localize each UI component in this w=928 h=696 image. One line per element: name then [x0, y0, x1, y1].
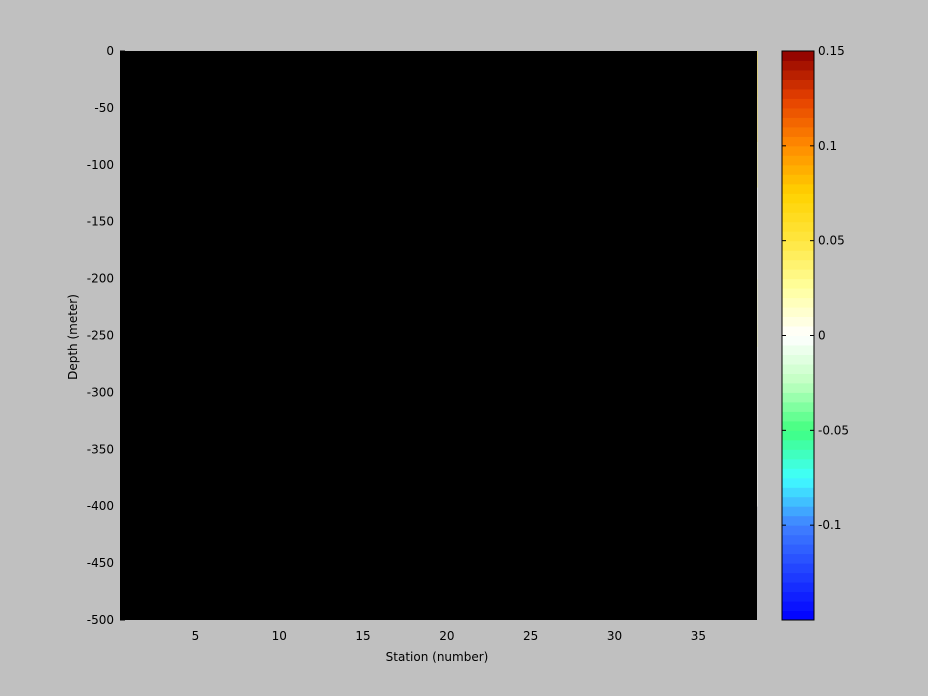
y-axis-label: Depth (meter) — [66, 294, 80, 380]
colorbar-segment — [782, 449, 814, 460]
colorbar-tick-label: 0.1 — [818, 139, 837, 153]
y-tick-label: -450 — [87, 556, 114, 570]
colorbar: 0.15 0.1 0.05 0 -0.05 -0.1 — [781, 44, 849, 621]
colorbar-segment — [782, 202, 814, 213]
colorbar-segment — [782, 335, 814, 346]
colorbar-segment — [782, 316, 814, 327]
x-tick-label: 15 — [355, 629, 370, 643]
colorbar-segment — [782, 60, 814, 71]
y-tick-label: -100 — [87, 158, 114, 172]
colorbar-segment — [782, 430, 814, 441]
colorbar-segment — [782, 164, 814, 175]
colorbar-segment — [782, 439, 814, 450]
colorbar-tick-label: 0.05 — [818, 234, 845, 248]
colorbar-segment — [782, 269, 814, 280]
colorbar-tick-label: 0 — [818, 329, 826, 343]
y-tick-label: -350 — [87, 442, 114, 456]
x-tick-label: 25 — [523, 629, 538, 643]
plot-background — [120, 51, 757, 620]
colorbar-segment — [782, 401, 814, 412]
colorbar-segment — [782, 250, 814, 261]
y-tick-label: -50 — [94, 101, 114, 115]
colorbar-segment — [782, 307, 814, 317]
colorbar-segment — [782, 240, 814, 251]
colorbar-segment — [782, 354, 814, 365]
colorbar-segment — [782, 117, 814, 128]
colorbar-segment — [782, 193, 814, 204]
colorbar-segment — [782, 582, 814, 593]
colorbar-segment — [782, 392, 814, 403]
colorbar-segment — [782, 288, 814, 299]
colorbar-segment — [782, 88, 814, 99]
colorbar-segment — [782, 553, 814, 564]
colorbar-segment — [782, 420, 814, 431]
y-tick-label: 0 — [106, 44, 114, 58]
colorbar-segment — [782, 382, 814, 393]
colorbar-segment — [782, 534, 814, 545]
colorbar-segment — [782, 496, 814, 507]
colorbar-segment — [782, 477, 814, 488]
x-tick-label: 5 — [192, 629, 200, 643]
colorbar-segment — [782, 145, 814, 156]
colorbar-segment — [782, 326, 814, 336]
colorbar-segment — [782, 468, 814, 479]
colorbar-segment — [782, 610, 814, 621]
colorbar-segment — [782, 544, 814, 555]
colorbar-segment — [782, 221, 814, 232]
x-tick-label: 35 — [691, 629, 706, 643]
colorbar-segment — [782, 563, 814, 574]
colorbar-segment — [782, 98, 814, 109]
colorbar-segment — [782, 373, 814, 384]
colorbar-segment — [782, 515, 814, 526]
x-tick-label: 10 — [272, 629, 287, 643]
colorbar-segment — [782, 107, 814, 118]
colorbar-segment — [782, 155, 814, 166]
colorbar-segment — [782, 183, 814, 194]
colorbar-segment — [782, 591, 814, 602]
x-tick-label: 20 — [439, 629, 454, 643]
colorbar-segment — [782, 297, 814, 308]
colorbar-segment — [782, 212, 814, 223]
colorbar-segment — [782, 174, 814, 185]
colorbar-segment — [782, 259, 814, 270]
colorbar-tick-label: 0.15 — [818, 44, 845, 58]
colorbar-segment — [782, 278, 814, 289]
colorbar-segment — [782, 136, 814, 147]
colorbar-segment — [782, 525, 814, 536]
y-axis: 0 -50 -100 -150 -200 -250 -300 -350 -400 -450 -500 — [87, 44, 125, 627]
colorbar-tick-label: -0.05 — [818, 423, 849, 437]
colorbar-segment — [782, 601, 814, 611]
colorbar-tick-label: -0.1 — [818, 518, 841, 532]
x-axis-label: Station (number) — [386, 650, 489, 664]
colorbar-segment — [782, 506, 814, 517]
x-axis: 5 10 15 20 25 30 35 — [192, 615, 706, 643]
colorbar-segment — [782, 70, 814, 80]
y-tick-label: -300 — [87, 385, 114, 399]
colorbar-segment — [782, 79, 814, 90]
y-tick-label: -500 — [87, 613, 114, 627]
colorbar-segment — [782, 572, 814, 583]
colorbar-segment — [782, 231, 814, 242]
colorbar-segment — [782, 411, 814, 422]
land-mask — [120, 51, 757, 620]
y-tick-label: -250 — [87, 329, 114, 343]
colorbar-segment — [782, 126, 814, 137]
surface-strip — [120, 51, 757, 57]
colorbar-segment — [782, 345, 814, 355]
colorbar-segment — [782, 364, 814, 374]
colorbar-segment — [782, 487, 814, 498]
colorbar-segment — [782, 458, 814, 469]
y-tick-label: -150 — [87, 215, 114, 229]
y-tick-label: -200 — [87, 272, 114, 286]
colorbar-segment — [782, 51, 814, 61]
x-tick-label: 30 — [607, 629, 622, 643]
y-tick-label: -400 — [87, 499, 114, 513]
